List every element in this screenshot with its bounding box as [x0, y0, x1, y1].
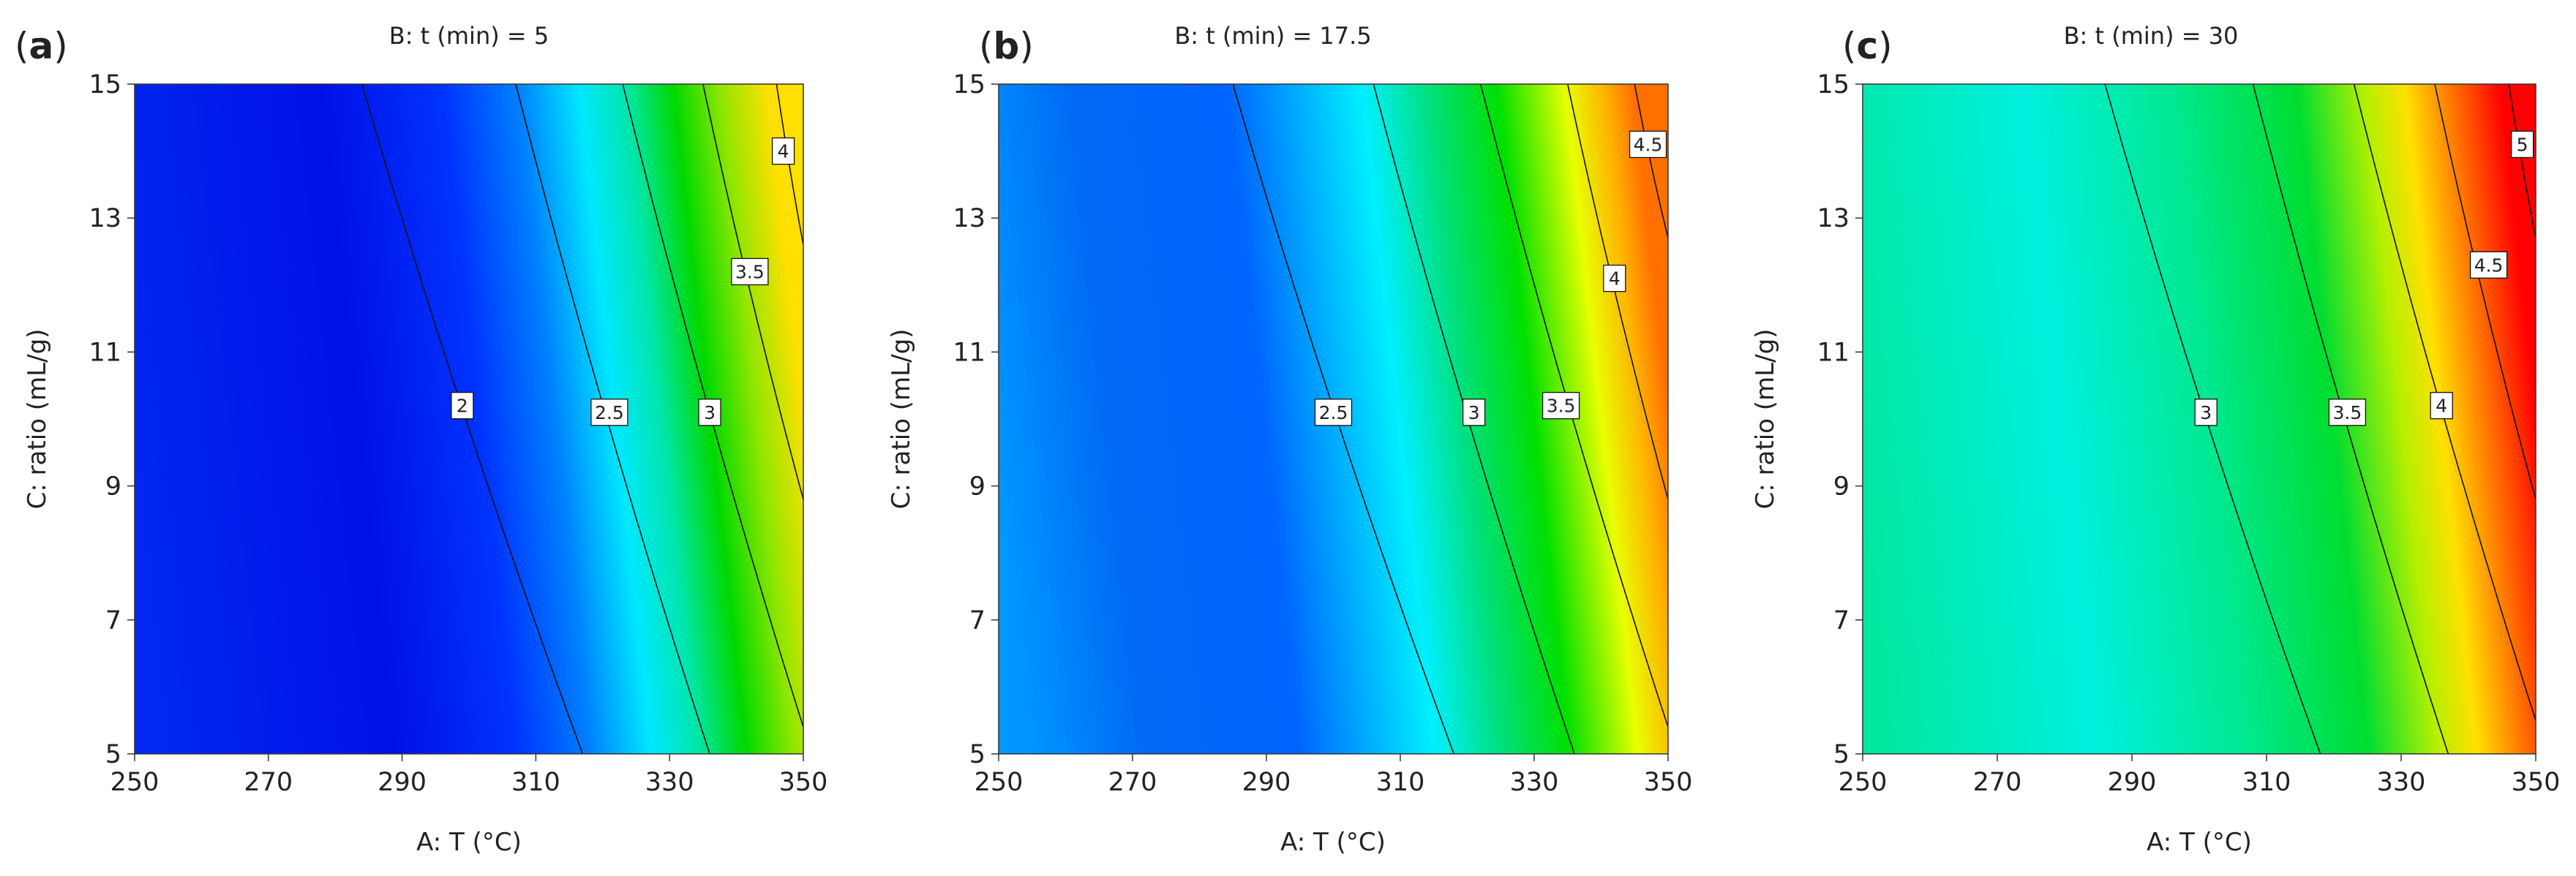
contour-label-box-c-0 [2194, 399, 2218, 426]
contour-label-b-4: 4.5 [1634, 134, 1663, 155]
x-tick-label-a-4: 330 [645, 768, 694, 797]
y-axis-label-a: C: ratio (mL/g) [23, 329, 52, 510]
contour-label-box-b-2 [1542, 392, 1580, 420]
y-axis-ticks-a: 5 7 9 11 13 15 [89, 70, 135, 769]
x-tick-label-a-1: 270 [244, 768, 293, 797]
y-tick-label-c-0: 5 [1833, 740, 1850, 769]
contour-label-box-a-0 [451, 392, 474, 420]
y-tick-label-b-3: 11 [953, 338, 985, 367]
x-tick-label-c-2: 290 [2108, 768, 2157, 797]
contour-label-box-a-1 [590, 399, 628, 426]
x-axis-label-a: A: T (°C) [416, 828, 522, 857]
contour-label-a-2: 3 [704, 402, 716, 423]
y-axis-ticks-c: 5 7 9 11 13 15 [1817, 70, 1863, 769]
contour-label-a-0: 2 [457, 396, 468, 417]
contour-label-a-3: 3.5 [735, 261, 765, 282]
contour-label-c-0: 3 [2200, 402, 2212, 423]
y-axis-label-c: C: ratio (mL/g) [1751, 329, 1780, 510]
x-axis-label-c: A: T (°C) [2147, 828, 2252, 857]
contour-line-a-3 [702, 84, 803, 500]
y-tick-label-b-5: 15 [953, 70, 985, 99]
x-tick-label-c-5: 350 [2512, 768, 2561, 797]
contour-label-box-b-4 [1629, 130, 1667, 159]
x-tick-label-c-4: 330 [2377, 768, 2426, 797]
contour-label-c-1: 3.5 [2333, 402, 2362, 423]
x-tick-label-a-2: 290 [378, 768, 427, 797]
panel-title-b: B: t (min) = 17.5 [1174, 22, 1371, 50]
y-tick-label-b-4: 13 [953, 204, 985, 233]
contour-label-c-4: 5 [2517, 134, 2528, 155]
contour-label-box-b-0 [1314, 399, 1353, 426]
x-tick-label-a-0: 250 [110, 768, 159, 797]
contour-label-box-a-3 [731, 257, 769, 286]
contour-label-b-1: 3 [1468, 402, 1480, 423]
x-tick-label-c-3: 310 [2242, 768, 2291, 797]
y-tick-label-b-2: 9 [969, 472, 985, 502]
panel-c: (c) B: t (min) = 30 3 3.5 4 4.5 5 250 270 290 3… [1751, 22, 2560, 857]
x-tick-label-c-0: 250 [1839, 768, 1888, 797]
x-tick-label-b-3: 310 [1376, 768, 1425, 797]
plot-frame-b [998, 83, 1669, 755]
panel-b: (b) B: t (min) = 17.5 2.5 3 3.5 4 4.5 250 270… [887, 22, 1692, 857]
y-tick-label-a-3: 11 [89, 338, 121, 367]
y-tick-label-c-3: 11 [1817, 338, 1850, 367]
x-tick-label-b-0: 250 [975, 768, 1024, 797]
y-tick-label-a-5: 15 [89, 70, 121, 99]
y-tick-label-b-1: 7 [969, 606, 985, 635]
contour-label-c-3: 4.5 [2474, 254, 2504, 276]
panel-letter-a: (a) [15, 25, 68, 67]
contour-label-b-2: 3.5 [1547, 396, 1576, 417]
x-axis-ticks-b: 250 270 290 310 330 350 [975, 754, 1693, 797]
plot-frame-c [1862, 83, 2536, 755]
y-tick-label-a-0: 5 [105, 740, 121, 769]
contour-label-group-b: 2.5 3 3.5 4 4.5 [1314, 130, 1667, 426]
panel-a: (a) B: t (min) = 5 2 2.5 3 3.5 4 250 270 290 31… [15, 22, 827, 857]
y-tick-label-a-1: 7 [105, 606, 121, 635]
x-axis-ticks-a: 250 270 290 310 330 350 [110, 754, 828, 797]
contour-label-box-c-3 [2469, 251, 2508, 279]
panel-title-a: B: t (min) = 5 [389, 22, 549, 50]
contour-label-a-4: 4 [778, 141, 789, 162]
contour-line-c-4 [2508, 84, 2536, 238]
y-axis-ticks-b: 5 7 9 11 13 15 [953, 70, 999, 769]
x-tick-label-b-4: 330 [1510, 768, 1559, 797]
contour-label-box-c-2 [2430, 392, 2453, 420]
contour-label-box-a-2 [698, 399, 721, 426]
y-tick-label-b-0: 5 [969, 740, 985, 769]
contour-line-b-4 [1634, 84, 1668, 238]
contour-label-box-c-1 [2328, 399, 2367, 426]
y-tick-label-a-4: 13 [89, 204, 121, 233]
contour-label-group-c: 3 3.5 4 4.5 5 [2194, 130, 2534, 426]
y-axis-label-b: C: ratio (mL/g) [887, 329, 916, 510]
contour-label-box-b-3 [1603, 264, 1626, 292]
contour-label-b-3: 4 [1609, 268, 1621, 290]
y-tick-label-c-1: 7 [1833, 606, 1850, 635]
contour-label-group-a: 2 2.5 3 3.5 4 [451, 137, 795, 426]
x-tick-label-b-1: 270 [1108, 768, 1157, 797]
panel-letter-b: (b) [979, 25, 1034, 67]
contour-label-box-b-1 [1462, 399, 1486, 426]
x-tick-label-a-3: 310 [511, 768, 560, 797]
x-tick-label-a-5: 350 [779, 768, 828, 797]
y-tick-label-c-5: 15 [1817, 70, 1850, 99]
x-axis-label-b: A: T (°C) [1280, 828, 1386, 857]
contour-label-c-2: 4 [2436, 396, 2447, 417]
contour-label-a-1: 2.5 [595, 402, 624, 423]
x-axis-ticks-c: 250 270 290 310 330 350 [1839, 754, 2561, 797]
panel-letter-c: (c) [1842, 25, 1893, 67]
y-tick-label-c-2: 9 [1833, 472, 1850, 502]
plot-frame-a [134, 83, 804, 755]
y-tick-label-a-2: 9 [105, 472, 121, 502]
contour-label-b-0: 2.5 [1319, 402, 1348, 423]
x-tick-label-b-2: 290 [1242, 768, 1291, 797]
y-tick-label-c-4: 13 [1817, 204, 1850, 233]
contour-line-c-3 [2434, 84, 2536, 500]
x-tick-label-b-5: 350 [1644, 768, 1693, 797]
x-tick-label-c-1: 270 [1973, 768, 2022, 797]
contour-label-box-a-4 [771, 137, 795, 165]
panel-title-c: B: t (min) = 30 [2064, 22, 2239, 50]
contour-label-box-c-4 [2510, 130, 2534, 159]
